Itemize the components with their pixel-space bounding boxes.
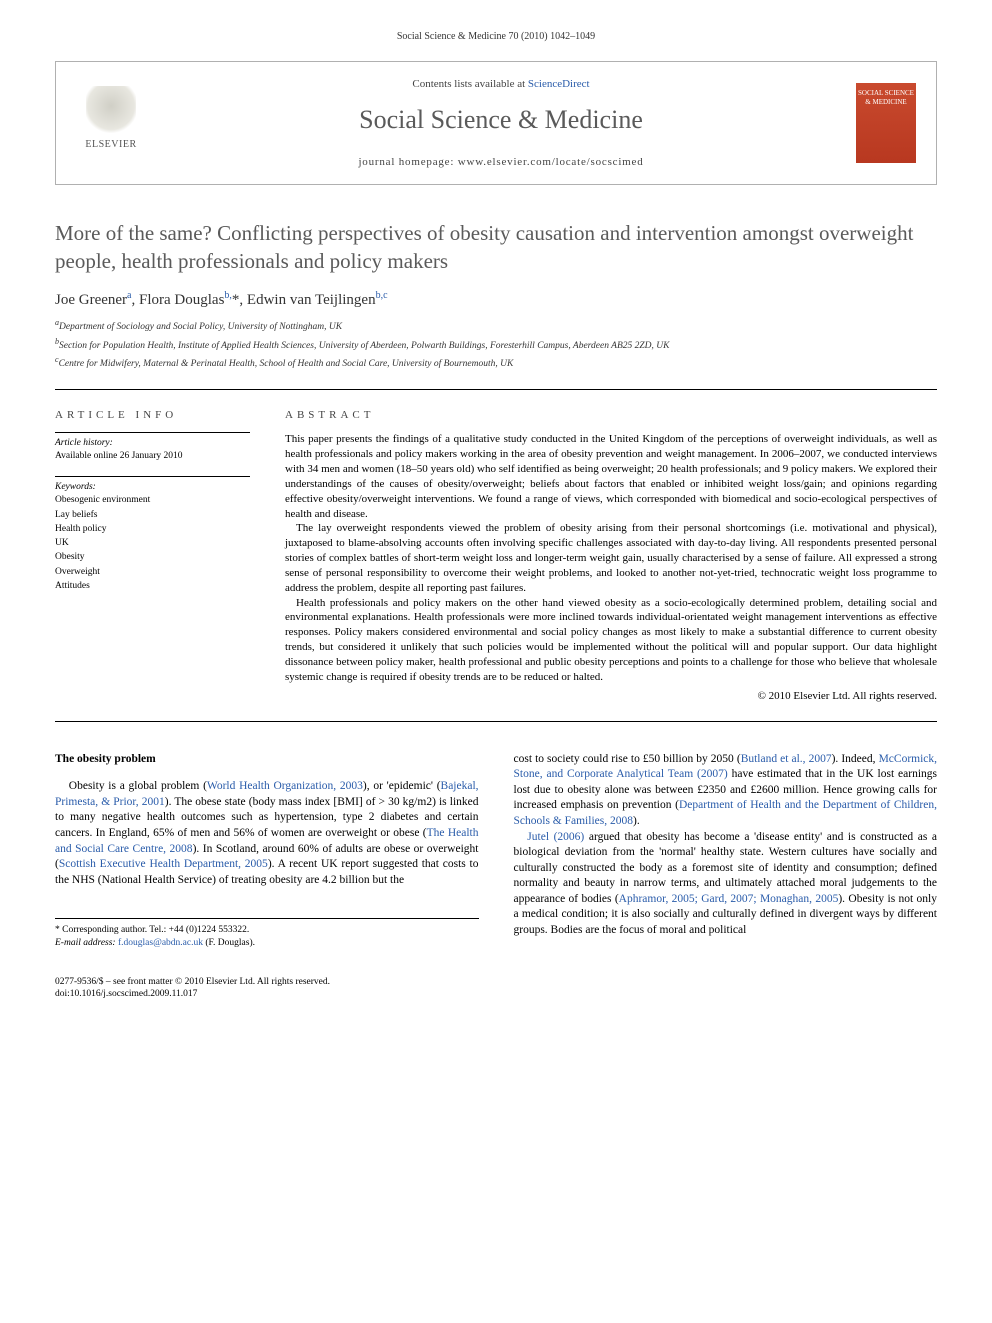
history-label: Article history: xyxy=(55,438,113,448)
body-right-column: cost to society could rise to £50 billio… xyxy=(514,752,938,1000)
keyword: Health policy xyxy=(55,522,250,536)
cover-text: SOCIAL SCIENCE & MEDICINE xyxy=(856,83,916,112)
keyword: Obesity xyxy=(55,550,250,564)
section-heading: The obesity problem xyxy=(55,752,479,768)
contents-prefix: Contents lists available at xyxy=(412,78,527,90)
corr-email-line: E-mail address: f.douglas@abdn.ac.uk (F.… xyxy=(55,937,479,950)
homepage-prefix: journal homepage: xyxy=(358,156,457,168)
authors-line: Joe Greenera, Flora Douglasb,*, Edwin va… xyxy=(55,289,937,311)
body-para: Obesity is a global problem (World Healt… xyxy=(55,779,479,888)
abstract-head: ABSTRACT xyxy=(285,408,937,422)
affiliations-block: aDepartment of Sociology and Social Poli… xyxy=(55,318,937,371)
body-left-column: The obesity problem Obesity is a global … xyxy=(55,752,479,1000)
abstract-text: This paper presents the findings of a qu… xyxy=(285,432,937,684)
keywords-list: Obesogenic environment Lay beliefs Healt… xyxy=(55,493,250,593)
keyword: Attitudes xyxy=(55,579,250,593)
keyword: Obesogenic environment xyxy=(55,493,250,507)
body-two-column: The obesity problem Obesity is a global … xyxy=(55,752,937,1000)
article-title: More of the same? Conflicting perspectiv… xyxy=(55,220,937,275)
divider xyxy=(55,389,937,390)
keyword: Overweight xyxy=(55,565,250,579)
body-para: Jutel (2006) argued that obesity has bec… xyxy=(514,830,938,939)
journal-header: ELSEVIER Contents lists available at Sci… xyxy=(55,61,937,185)
corr-tel: * Corresponding author. Tel.: +44 (0)122… xyxy=(55,924,479,937)
journal-name: Social Science & Medicine xyxy=(166,103,836,137)
issn-line: 0277-9536/$ – see front matter © 2010 El… xyxy=(55,976,479,988)
doi-line: doi:10.1016/j.socscimed.2009.11.017 xyxy=(55,988,479,1000)
history-date: Available online 26 January 2010 xyxy=(55,451,183,461)
abstract-para: The lay overweight respondents viewed th… xyxy=(285,521,937,595)
article-info-column: ARTICLE INFO Article history: Available … xyxy=(55,408,250,703)
abstract-para: Health professionals and policy makers o… xyxy=(285,596,937,685)
journal-cover-thumbnail: SOCIAL SCIENCE & MEDICINE xyxy=(856,83,916,163)
page-container: Social Science & Medicine 70 (2010) 1042… xyxy=(0,0,992,1030)
keyword: UK xyxy=(55,536,250,550)
header-center: Contents lists available at ScienceDirec… xyxy=(166,77,836,169)
sciencedirect-link[interactable]: ScienceDirect xyxy=(528,78,590,90)
corresponding-author-block: * Corresponding author. Tel.: +44 (0)122… xyxy=(55,918,479,951)
email-link[interactable]: f.douglas@abdn.ac.uk xyxy=(118,938,203,948)
body-para: cost to society could rise to £50 billio… xyxy=(514,752,938,830)
article-history: Article history: Available online 26 Jan… xyxy=(55,432,250,462)
keywords-label: Keywords: xyxy=(55,476,250,493)
elsevier-tree-icon xyxy=(86,86,136,136)
contents-line: Contents lists available at ScienceDirec… xyxy=(166,77,836,91)
email-label: E-mail address: xyxy=(55,938,116,948)
publisher-logo: ELSEVIER xyxy=(76,86,146,161)
divider xyxy=(55,721,937,722)
footer-block: 0277-9536/$ – see front matter © 2010 El… xyxy=(55,976,479,1001)
running-head: Social Science & Medicine 70 (2010) 1042… xyxy=(55,30,937,43)
affiliation: cCentre for Midwifery, Maternal & Perina… xyxy=(55,355,937,371)
affiliation: bSection for Population Health, Institut… xyxy=(55,337,937,353)
copyright-line: © 2010 Elsevier Ltd. All rights reserved… xyxy=(285,689,937,703)
email-name: (F. Douglas). xyxy=(205,938,255,948)
affiliation: aDepartment of Sociology and Social Poli… xyxy=(55,318,937,334)
article-info-head: ARTICLE INFO xyxy=(55,408,250,422)
meta-row: ARTICLE INFO Article history: Available … xyxy=(55,408,937,703)
abstract-para: This paper presents the findings of a qu… xyxy=(285,432,937,521)
abstract-column: ABSTRACT This paper presents the finding… xyxy=(285,408,937,703)
keyword: Lay beliefs xyxy=(55,508,250,522)
homepage-line: journal homepage: www.elsevier.com/locat… xyxy=(166,155,836,169)
publisher-name: ELSEVIER xyxy=(76,138,146,151)
homepage-url[interactable]: www.elsevier.com/locate/socscimed xyxy=(458,156,644,168)
